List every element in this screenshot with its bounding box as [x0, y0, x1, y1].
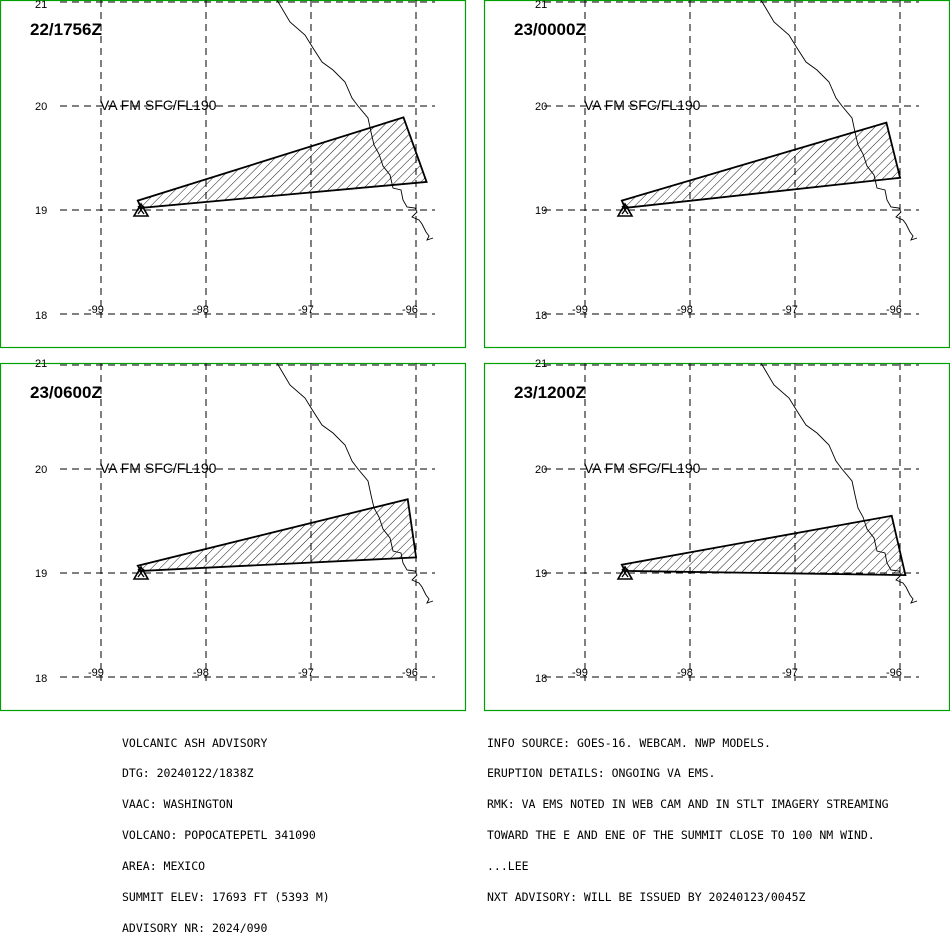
volcano-mark	[621, 568, 629, 578]
advisory-number: ADVISORY NR: 2024/090	[122, 920, 268, 935]
advisory-vaac: VAAC: WASHINGTON	[122, 797, 233, 812]
volcano-triangle	[616, 202, 634, 217]
remarks-line-1: RMK: VA EMS NOTED IN WEB CAM AND IN STLT…	[487, 797, 889, 812]
ash-layer-label: VA FM SFC/FL190	[584, 460, 701, 476]
advisory-map-grid: 21 20 19 18 -99 -98 -97 -96 22/1756Z VA …	[0, 0, 950, 712]
forecast-panel-3: 21 20 19 18 -99 -98 -97 -96 23/0600Z VA …	[0, 358, 467, 712]
ash-cloud-polygon	[136, 498, 418, 572]
lon-label-99: -99	[88, 304, 104, 316]
volcano-triangle	[132, 202, 150, 217]
volcano-icon	[132, 202, 150, 217]
next-advisory: NXT ADVISORY: WILL BE ISSUED BY 20240123…	[487, 890, 806, 905]
volcano-mark	[137, 205, 145, 215]
lat-label-18: 18	[35, 673, 47, 685]
advisory-header-text: VOLCANIC ASH ADVISORY DTG: 20240122/1838…	[122, 717, 330, 944]
lat-label-18: 18	[35, 310, 47, 322]
lat-label-20: 20	[535, 101, 547, 113]
ash-cloud-polygon	[136, 116, 428, 209]
lon-label-99: -99	[572, 304, 588, 316]
coastline	[760, 0, 918, 241]
lat-label-21: 21	[35, 358, 47, 370]
remarks-line-2: TOWARD THE E AND ENE OF THE SUMMIT CLOSE…	[487, 828, 875, 843]
ash-layer-label: VA FM SFC/FL190	[100, 460, 217, 476]
lon-label-97: -97	[298, 667, 314, 679]
lat-label-18: 18	[535, 310, 547, 322]
lat-label-19: 19	[35, 568, 47, 580]
volcano-triangle	[132, 565, 150, 580]
coastline-path	[276, 0, 434, 241]
lat-label-21: 21	[35, 0, 47, 11]
tick-labels: 21 20 19 18 -99 -98 -97 -96	[35, 358, 418, 685]
lon-label-97: -97	[782, 304, 798, 316]
lat-label-21: 21	[535, 0, 547, 11]
volcano-mark	[137, 568, 145, 578]
lat-label-19: 19	[535, 205, 547, 217]
forecast-panel-2: 21 20 19 18 -99 -98 -97 -96 23/0000Z VA …	[483, 0, 950, 349]
coastline-path	[276, 362, 434, 604]
volcano-triangle	[616, 565, 634, 580]
tick-labels: 21 20 19 18 -99 -98 -97 -96	[535, 358, 902, 685]
lon-label-99: -99	[88, 667, 104, 679]
graticule	[60, 0, 435, 318]
ash-layer-label: VA FM SFC/FL190	[584, 97, 701, 113]
lat-label-21: 21	[535, 358, 547, 370]
lon-label-98: -98	[677, 667, 693, 679]
lat-label-20: 20	[35, 464, 47, 476]
forecast-time: 23/0000Z	[514, 20, 586, 39]
advisory-area: AREA: MEXICO	[122, 859, 206, 874]
lat-label-20: 20	[35, 101, 47, 113]
volcano-icon	[616, 565, 634, 580]
info-source: INFO SOURCE: GOES-16. WEBCAM. NWP MODELS…	[487, 735, 771, 750]
advisory-summit-elev: SUMMIT ELEV: 17693 FT (5393 M)	[122, 890, 330, 905]
lat-label-19: 19	[35, 205, 47, 217]
lat-label-18: 18	[535, 673, 547, 685]
volcano-icon	[616, 202, 634, 217]
lon-label-96: -96	[886, 304, 902, 316]
forecast-time: 23/0600Z	[30, 383, 102, 402]
lon-label-96: -96	[402, 304, 418, 316]
volcano-icon	[132, 565, 150, 580]
eruption-details: ERUPTION DETAILS: ONGOING VA EMS.	[487, 766, 716, 781]
lon-label-98: -98	[677, 304, 693, 316]
lat-label-20: 20	[535, 464, 547, 476]
ash-cloud-polygon	[620, 514, 907, 577]
forecast-time: 22/1756Z	[30, 20, 102, 39]
lon-label-98: -98	[193, 667, 209, 679]
ash-cloud-polygon	[620, 121, 902, 209]
forecast-panel-4: 21 20 19 18 -99 -98 -97 -96 23/1200Z VA …	[483, 358, 950, 712]
advisory-title: VOLCANIC ASH ADVISORY	[122, 735, 268, 750]
forecaster-signoff: ...LEE	[487, 859, 529, 874]
coastline	[276, 362, 434, 604]
panel-frame	[0, 362, 467, 712]
lon-label-99: -99	[572, 667, 588, 679]
graticule	[60, 363, 435, 681]
volcano-mark	[621, 205, 629, 215]
lon-label-97: -97	[782, 667, 798, 679]
coastline-path	[760, 0, 918, 241]
lon-label-96: -96	[402, 667, 418, 679]
graticule	[544, 363, 919, 681]
lon-label-96: -96	[886, 667, 902, 679]
panel-frame	[0, 0, 467, 349]
tick-labels: 21 20 19 18 -99 -98 -97 -96	[35, 0, 418, 322]
advisory-dtg: DTG: 20240122/1838Z	[122, 766, 254, 781]
ash-layer-label: VA FM SFC/FL190	[100, 97, 217, 113]
forecast-panel-1: 21 20 19 18 -99 -98 -97 -96 22/1756Z VA …	[0, 0, 467, 349]
advisory-volcano: VOLCANO: POPOCATEPETL 341090	[122, 828, 316, 843]
lon-label-98: -98	[193, 304, 209, 316]
lat-label-19: 19	[535, 568, 547, 580]
tick-labels: 21 20 19 18 -99 -98 -97 -96	[535, 0, 902, 322]
forecast-time: 23/1200Z	[514, 383, 586, 402]
advisory-remarks-text: INFO SOURCE: GOES-16. WEBCAM. NWP MODELS…	[487, 717, 889, 913]
coastline	[276, 0, 434, 241]
lon-label-97: -97	[298, 304, 314, 316]
